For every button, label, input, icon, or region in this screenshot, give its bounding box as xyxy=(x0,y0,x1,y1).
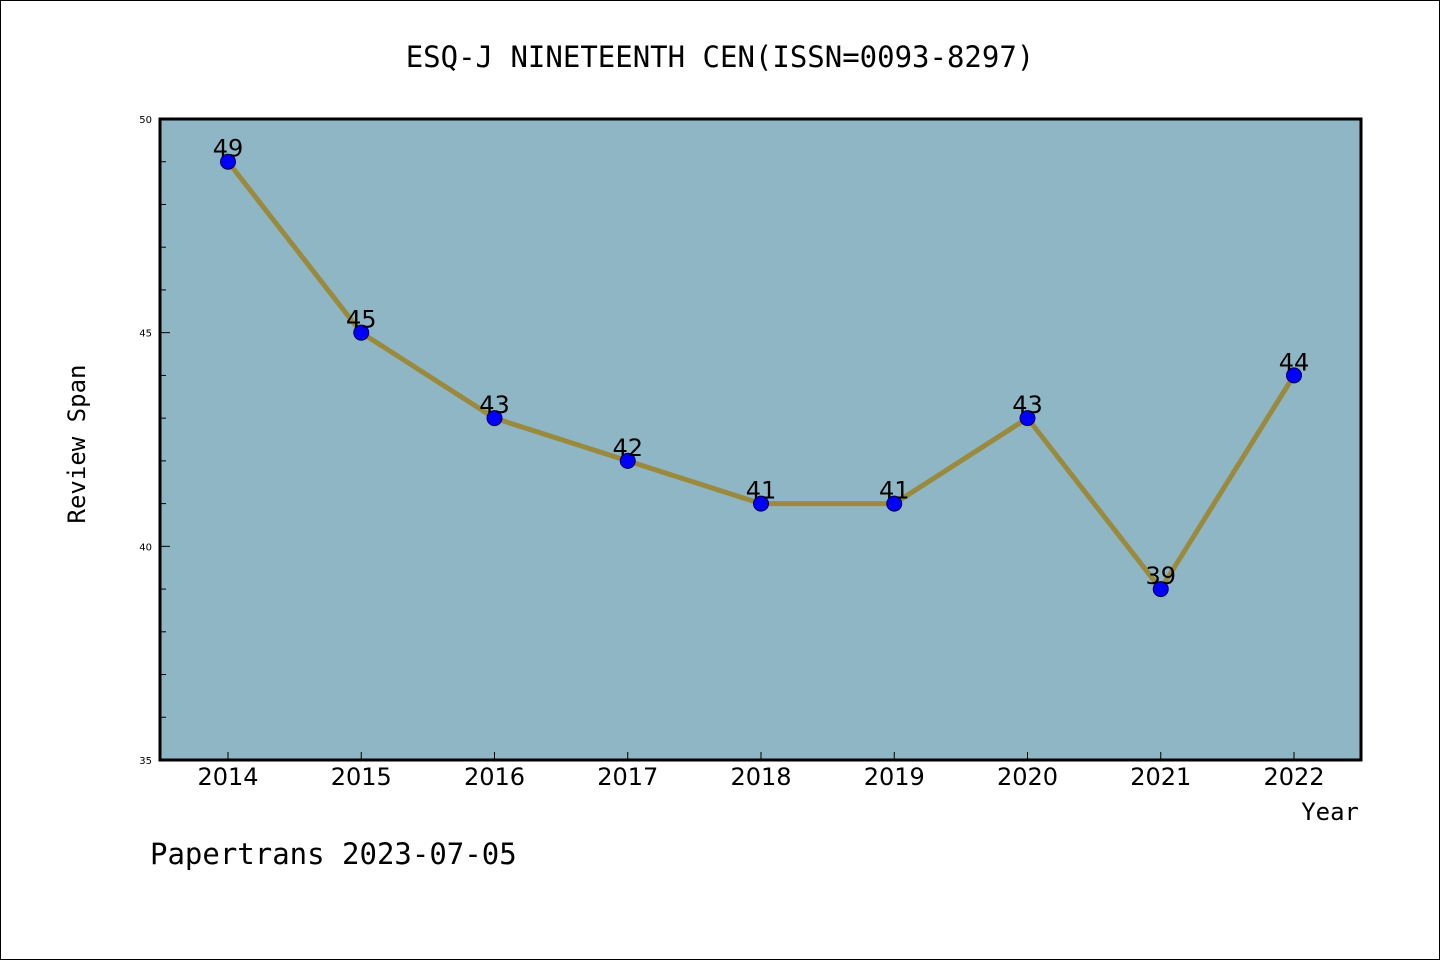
data-labels: 49 45 43 42 41 41 43 39 44 xyxy=(213,135,1310,590)
data-point xyxy=(619,452,636,469)
data-point xyxy=(1286,367,1302,384)
data-point xyxy=(886,495,903,512)
x-tick-label: 2020 xyxy=(997,763,1058,791)
y-axis-label: Review Span xyxy=(63,365,91,524)
series-markers xyxy=(220,153,1302,598)
data-label: 39 xyxy=(1145,562,1176,590)
x-tick-label: 2016 xyxy=(464,763,525,791)
data-label: 49 xyxy=(213,135,244,163)
data-label: 41 xyxy=(879,477,910,505)
data-point xyxy=(753,495,769,512)
data-label: 43 xyxy=(1012,391,1043,419)
data-label: 44 xyxy=(1279,348,1310,376)
y-tick-label: 50 xyxy=(139,115,152,126)
x-tick-label: 2021 xyxy=(1130,763,1191,791)
data-label: 42 xyxy=(612,434,643,462)
data-point xyxy=(1019,410,1036,427)
x-axis-label: Year xyxy=(1301,798,1359,826)
x-tick-label: 2019 xyxy=(864,763,925,791)
data-label: 41 xyxy=(746,477,777,505)
data-point xyxy=(220,153,236,170)
footer-text: Papertrans 2023-07-05 xyxy=(150,837,517,871)
x-tick-label: 2015 xyxy=(331,763,392,791)
chart-title: ESQ-J NINETEENTH CEN(ISSN=0093-8297) xyxy=(406,40,1035,74)
x-tick-label: 2022 xyxy=(1263,763,1324,791)
y-tick-label: 45 xyxy=(139,329,152,340)
data-point xyxy=(486,410,503,427)
x-axis: 2014 2015 2016 2017 2018 2019 2020 2021 2022 xyxy=(197,752,1325,791)
y-tick-label: 35 xyxy=(139,756,152,767)
x-tick-label: 2017 xyxy=(597,763,658,791)
plot-border xyxy=(158,117,1363,762)
data-label: 43 xyxy=(479,391,510,419)
data-point xyxy=(353,324,370,341)
x-tick-label: 2018 xyxy=(730,763,791,791)
data-label: 45 xyxy=(346,306,377,334)
data-point xyxy=(1152,581,1169,598)
x-tick-label: 2014 xyxy=(197,763,258,791)
y-tick-label: 40 xyxy=(139,542,152,553)
plot-area xyxy=(160,119,1361,760)
